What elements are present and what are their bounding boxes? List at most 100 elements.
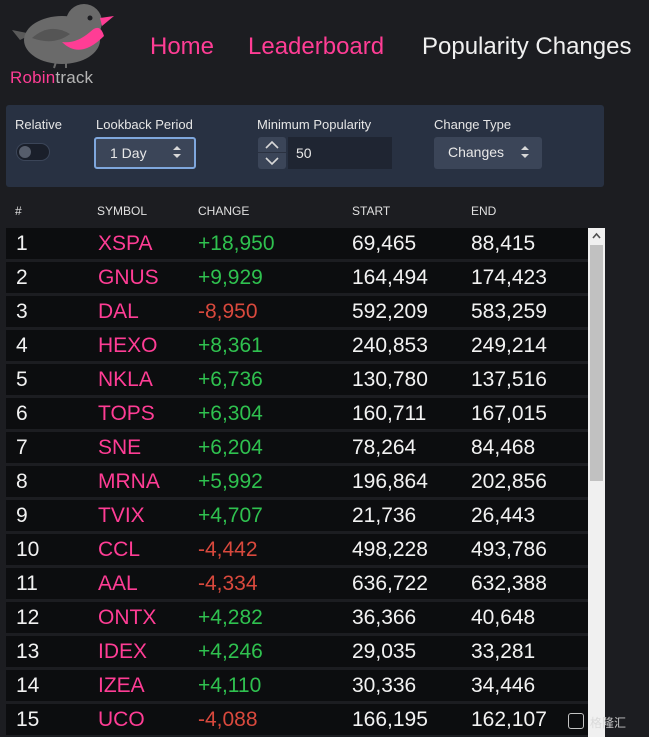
row-symbol[interactable]: XSPA [98,232,153,255]
logo-text: Robintrack [10,68,93,88]
row-symbol[interactable]: SNE [98,436,142,459]
header-change[interactable]: CHANGE [198,204,250,218]
toggle-knob [19,146,31,158]
watermark-text: 格隆汇 [590,716,627,730]
row-change: +6,736 [198,368,263,391]
row-symbol[interactable]: CCL [98,538,141,561]
row-symbol[interactable]: NKLA [98,368,153,391]
scroll-up-arrow-icon [592,232,601,239]
table-row[interactable]: 14 IZEA +4,110 30,336 34,446 [6,670,588,704]
table-row[interactable]: 10 CCL -4,442 498,228 493,786 [6,534,588,568]
row-start: 30,336 [352,674,417,697]
select-arrows-icon [521,146,529,158]
row-start: 164,494 [352,266,428,289]
filter-panel: Relative Lookback Period 1 Day Minimum P… [6,105,604,187]
row-end: 632,388 [471,572,547,595]
row-end: 84,468 [471,436,536,459]
row-symbol[interactable]: AAL [98,572,138,595]
change-type-label: Change Type [434,117,512,132]
relative-label: Relative [15,117,62,132]
header: Robintrack Home Leaderboard Popularity C… [0,0,649,96]
relative-toggle[interactable] [16,143,50,161]
row-end: 40,648 [471,606,536,629]
row-change: +6,204 [198,436,263,459]
header-start[interactable]: START [352,204,391,218]
table-row[interactable]: 1 XSPA +18,950 69,465 88,415 [6,228,588,262]
nav-popularity-changes-link[interactable]: Popularity Changes [422,33,632,60]
increment-button[interactable] [258,137,286,153]
change-type-value: Changes [448,144,505,160]
table-row[interactable]: 15 UCO -4,088 166,195 162,107 [6,704,588,737]
table-row[interactable]: 7 SNE +6,204 78,264 84,468 [6,432,588,466]
table-row[interactable]: 13 IDEX +4,246 29,035 33,281 [6,636,588,670]
row-rank: 3 [16,300,28,323]
row-symbol[interactable]: ONTX [98,606,157,629]
row-rank: 10 [16,538,40,561]
row-end: 33,281 [471,640,536,663]
row-change: +4,110 [198,674,262,697]
table-row[interactable]: 11 AAL -4,334 636,722 632,388 [6,568,588,602]
row-end: 137,516 [471,368,547,391]
row-start: 21,736 [352,504,417,527]
row-rank: 6 [16,402,28,425]
row-change: +5,992 [198,470,263,493]
table-row[interactable]: 4 HEXO +8,361 240,853 249,214 [6,330,588,364]
row-end: 167,015 [471,402,547,425]
nav-home-link[interactable]: Home [150,33,215,60]
table-row[interactable]: 6 TOPS +6,304 160,711 167,015 [6,398,588,432]
table-row[interactable]: 5 NKLA +6,736 130,780 137,516 [6,364,588,398]
row-rank: 11 [16,572,38,595]
row-start: 166,195 [352,708,428,731]
robintrack-logo[interactable]: Robintrack [6,0,118,92]
row-start: 636,722 [352,572,428,595]
row-end: 583,259 [471,300,547,323]
row-start: 196,864 [352,470,428,493]
chevron-down-icon [265,157,279,166]
header-symbol[interactable]: SYMBOL [97,204,148,218]
row-symbol[interactable]: TOPS [98,402,155,425]
scroll-thumb[interactable] [590,245,603,481]
table-row[interactable]: 3 DAL -8,950 592,209 583,259 [6,296,588,330]
row-end: 174,423 [471,266,547,289]
table-header: # SYMBOL CHANGE START END [0,196,649,224]
row-end: 162,107 [471,708,547,731]
header-rank[interactable]: # [15,204,22,218]
header-end[interactable]: END [471,204,497,218]
row-change: +18,950 [198,232,275,255]
row-symbol[interactable]: IDEX [98,640,148,663]
row-rank: 2 [16,266,28,289]
row-symbol[interactable]: IZEA [98,674,145,697]
row-start: 78,264 [352,436,417,459]
row-end: 26,443 [471,504,536,527]
change-type-select[interactable]: Changes [434,137,542,169]
min-popularity-input[interactable]: 50 [288,137,392,169]
row-start: 160,711 [352,402,427,425]
row-symbol[interactable]: UCO [98,708,145,731]
row-symbol[interactable]: TVIX [98,504,145,527]
table-row[interactable]: 12 ONTX +4,282 36,366 40,648 [6,602,588,636]
row-symbol[interactable]: MRNA [98,470,160,493]
row-change: +8,361 [198,334,263,357]
scroll-up-button[interactable] [588,228,605,244]
row-rank: 14 [16,674,40,697]
row-symbol[interactable]: GNUS [98,266,159,289]
row-rank: 12 [16,606,40,629]
logo-text-robin: Robin [10,68,56,87]
table-row[interactable]: 2 GNUS +9,929 164,494 174,423 [6,262,588,296]
row-rank: 4 [16,334,28,357]
lookback-select[interactable]: 1 Day [94,137,196,169]
decrement-button[interactable] [258,153,286,169]
table-scrollbar[interactable] [588,228,605,737]
table-row[interactable]: 8 MRNA +5,992 196,864 202,856 [6,466,588,500]
row-change: +9,929 [198,266,263,289]
row-symbol[interactable]: DAL [98,300,139,323]
row-end: 88,415 [471,232,536,255]
table-row[interactable]: 9 TVIX +4,707 21,736 26,443 [6,500,588,534]
row-end: 34,446 [471,674,536,697]
bird-logo-icon [12,4,114,69]
row-symbol[interactable]: HEXO [98,334,158,357]
nav-leaderboard-link[interactable]: Leaderboard [248,33,385,60]
row-change: -4,334 [198,572,258,595]
row-end: 202,856 [471,470,547,493]
